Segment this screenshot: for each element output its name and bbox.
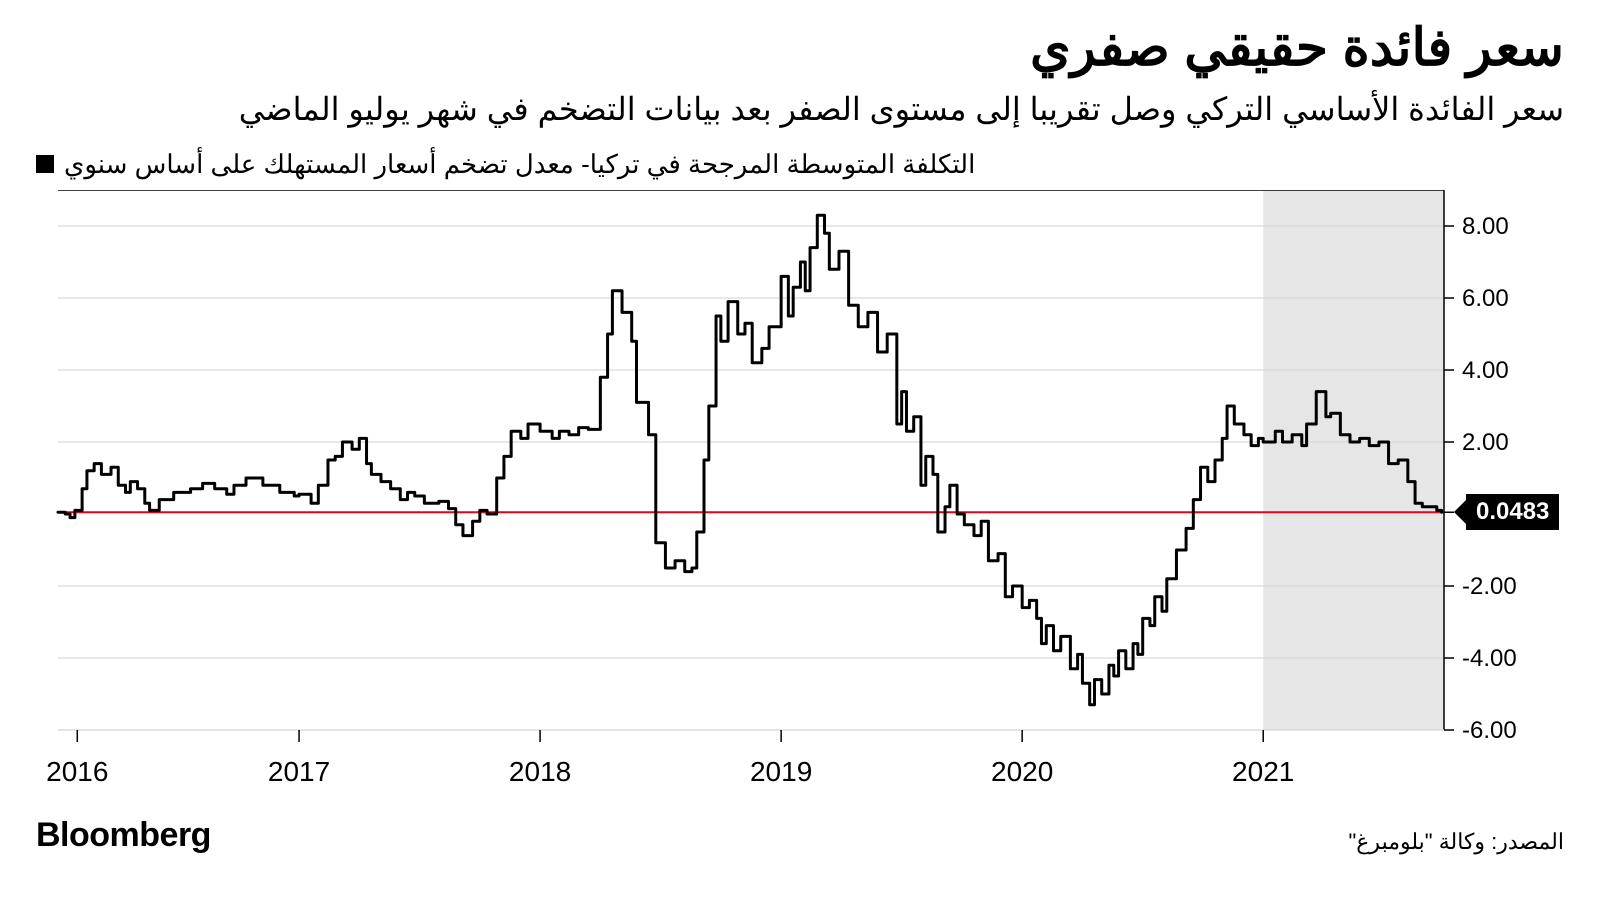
legend-label: التكلفة المتوسطة المرجحة في تركيا- معدل … [64,149,975,180]
chart-container: سعر فائدة حقيقي صفري سعر الفائدة الأساسي… [0,0,1600,900]
chart-subtitle: سعر الفائدة الأساسي التركي وصل تقريبا إل… [36,89,1564,131]
svg-text:6.00: 6.00 [1462,285,1509,312]
svg-text:8.00: 8.00 [1462,213,1509,240]
svg-text:-2.00: -2.00 [1462,573,1517,600]
chart-source: المصدر: وكالة "بلومبرغ" [1349,829,1565,855]
svg-text:4.00: 4.00 [1462,357,1509,384]
svg-text:2.00: 2.00 [1462,429,1509,456]
chart-plot-area: 8.00 6.00 4.00 2.00 -2.00 -4.00 -6.00 0.0483 [36,190,1564,750]
callout-pointer-icon [1454,500,1466,524]
x-axis-tick-label: 2016 [46,756,108,788]
legend-swatch [36,155,54,173]
x-axis-tick-label: 2019 [750,756,812,788]
svg-text:-6.00: -6.00 [1462,717,1517,744]
x-axis-tick-label: 2017 [268,756,330,788]
brand-logo: Bloomberg [36,816,211,855]
x-axis-tick-label: 2021 [1232,756,1294,788]
x-axis-labels: 2016 2017 2018 2019 2020 2021 [36,750,1564,798]
callout-value: 0.0483 [1466,494,1559,530]
svg-text:-4.00: -4.00 [1462,645,1517,672]
chart-title: سعر فائدة حقيقي صفري [36,20,1564,77]
legend: التكلفة المتوسطة المرجحة في تركيا- معدل … [36,149,1564,180]
x-axis-tick-label: 2018 [509,756,571,788]
chart-svg: 8.00 6.00 4.00 2.00 -2.00 -4.00 -6.00 [36,190,1564,750]
x-axis-tick-label: 2020 [991,756,1053,788]
chart-footer: Bloomberg المصدر: وكالة "بلومبرغ" [36,816,1564,855]
